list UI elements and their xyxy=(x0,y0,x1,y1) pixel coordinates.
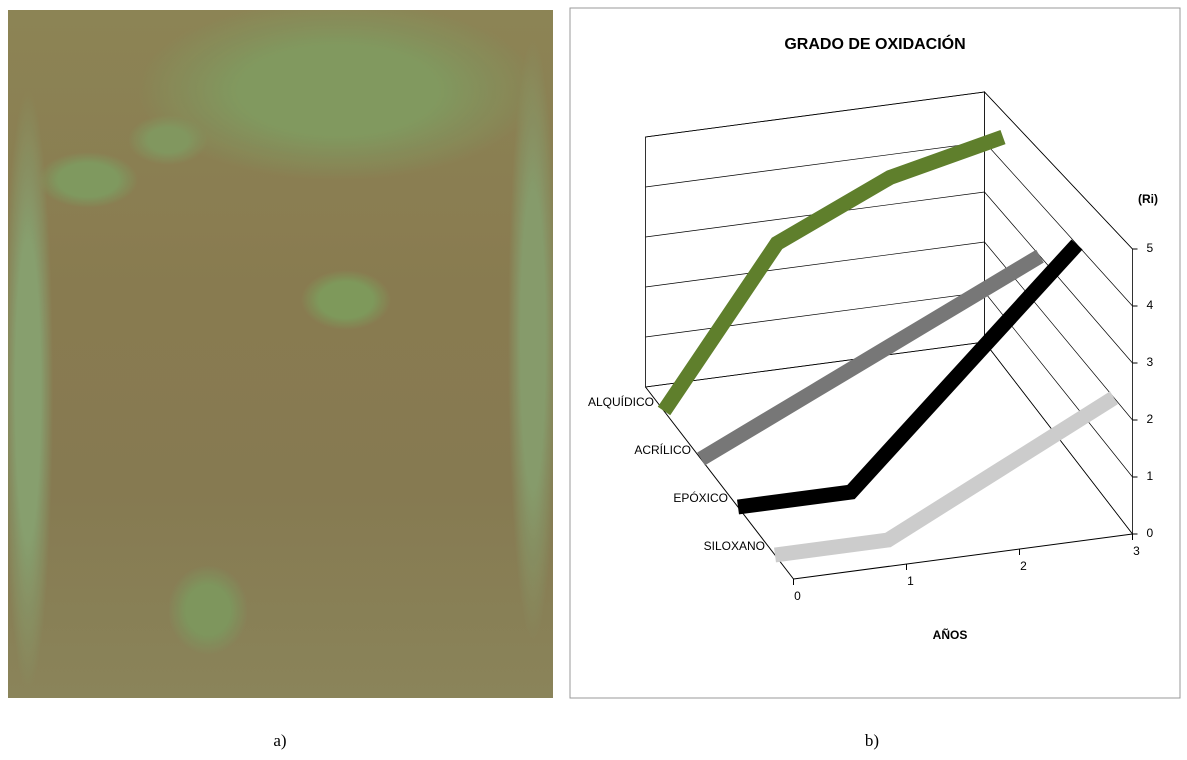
series-line xyxy=(775,398,1114,555)
series-label: EPÓXICO xyxy=(673,490,728,505)
y-tick-label: 2 xyxy=(1147,412,1154,426)
caption: b) xyxy=(865,731,879,750)
back-wall xyxy=(646,92,985,387)
series-label: SILOXANO xyxy=(704,539,765,553)
chart-title: GRADO DE OXIDACIÓN xyxy=(784,34,965,53)
page: GRADO DE OXIDACIÓN (Ri) AÑOS a) b) 0 1 2 3 4… xyxy=(0,0,1187,760)
y-axis-label: (Ri) xyxy=(1138,192,1158,206)
y-tick-label: 4 xyxy=(1147,298,1154,312)
x-tick-label: 0 xyxy=(794,589,801,603)
y-tick-label: 3 xyxy=(1147,355,1154,369)
chart: GRADO DE OXIDACIÓN (Ri) AÑOS a) b) 0 1 2 3 4… xyxy=(0,0,1187,760)
caption: a) xyxy=(273,731,286,750)
x-axis-label: AÑOS xyxy=(933,627,968,642)
series-label: ALQUÍDICO xyxy=(588,394,654,409)
x-tick-label: 1 xyxy=(907,574,914,588)
y-tick-label: 5 xyxy=(1147,241,1154,255)
y-tick-label: 0 xyxy=(1147,526,1154,540)
x-tick-label: 2 xyxy=(1020,559,1027,573)
y-tick-label: 1 xyxy=(1147,469,1154,483)
x-tick-label: 3 xyxy=(1133,544,1140,558)
series-label: ACRÍLICO xyxy=(634,442,691,457)
